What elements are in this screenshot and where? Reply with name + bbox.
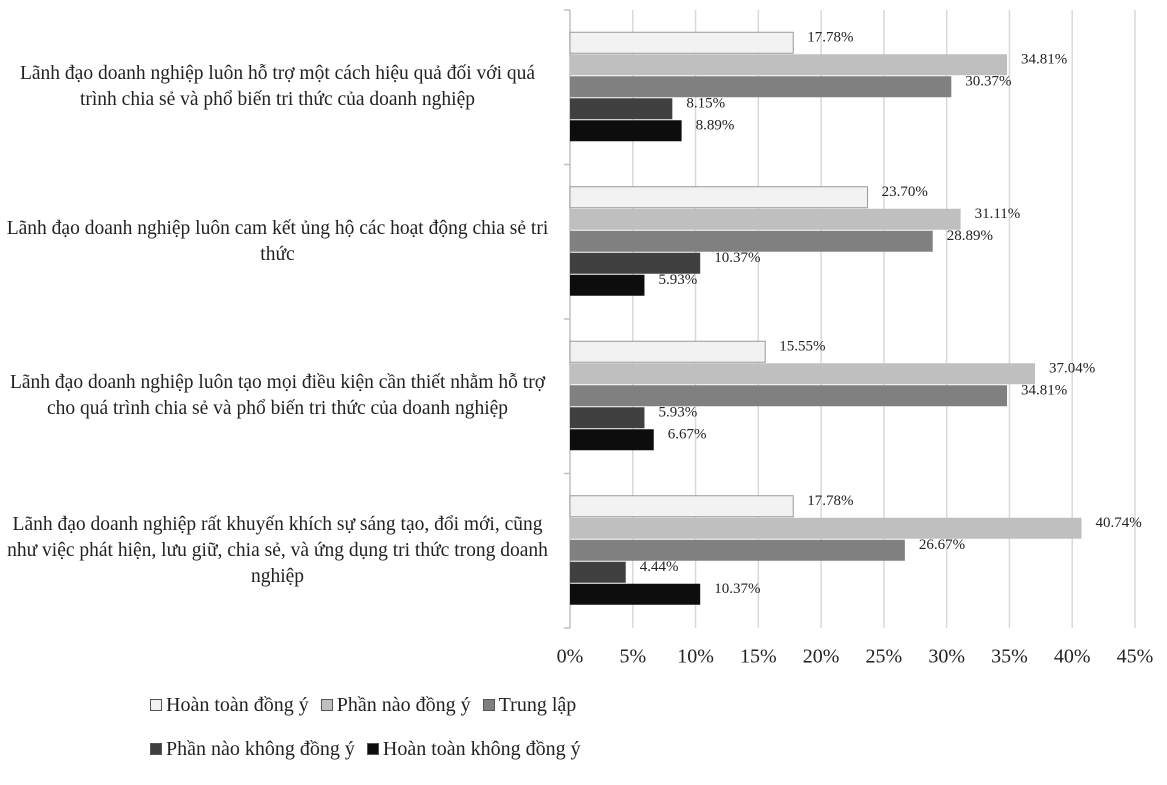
legend: Hoàn toàn đồng ý Phần nào đồng ý Trung lập… <box>150 683 1050 771</box>
legend-swatch <box>150 743 162 755</box>
legend-swatch <box>320 699 333 711</box>
legend-item: Phần nào không đồng ý <box>150 727 355 771</box>
legend-label: Trung lập <box>498 693 577 716</box>
bar <box>570 120 682 142</box>
data-label: 40.74% <box>1096 515 1142 531</box>
data-label: 37.04% <box>1049 361 1095 377</box>
x-tick-label: 5% <box>619 646 646 668</box>
legend-swatch <box>150 699 162 711</box>
x-tick-label: 0% <box>557 646 584 668</box>
category-label: Lãnh đạo doanh nghiệp luôn tạo mọi điều … <box>9 372 546 419</box>
legend-label: Hoàn toàn đồng ý <box>166 693 309 716</box>
bar <box>570 561 626 583</box>
bar <box>569 495 794 518</box>
data-label: 10.37% <box>714 250 760 266</box>
category-label: Lãnh đạo doanh nghiệp luôn hỗ trợ một cá… <box>19 63 536 110</box>
x-tick-label: 35% <box>991 646 1028 668</box>
x-tick-label: 20% <box>803 646 840 668</box>
bar <box>569 186 869 209</box>
data-label: 10.37% <box>714 581 760 597</box>
data-label: 34.81% <box>1021 383 1067 399</box>
data-label: 5.93% <box>658 272 697 288</box>
bar <box>570 274 645 296</box>
bar <box>570 385 1008 407</box>
bar <box>570 363 1036 385</box>
x-tick-label: 45% <box>1117 646 1154 668</box>
bar <box>570 429 654 451</box>
x-tick-label: 10% <box>677 646 714 668</box>
x-tick-label: 40% <box>1054 646 1091 668</box>
data-label: 31.11% <box>975 206 1021 222</box>
data-label: 15.55% <box>779 339 825 355</box>
data-label: 28.89% <box>947 228 993 244</box>
bar <box>569 31 794 54</box>
bar <box>570 54 1008 76</box>
data-label: 30.37% <box>965 74 1011 90</box>
data-label: 8.89% <box>696 118 735 134</box>
data-label: 6.67% <box>668 427 707 443</box>
legend-item: Hoàn toàn đồng ý <box>150 683 309 727</box>
bar <box>570 76 952 98</box>
data-label: 4.44% <box>640 559 679 575</box>
bar <box>570 208 961 230</box>
bar <box>569 340 766 363</box>
legend-label: Hoàn toàn không đồng ý <box>382 737 581 760</box>
bar <box>570 583 701 605</box>
data-label: 34.81% <box>1021 52 1067 68</box>
bar <box>570 407 645 429</box>
data-label: 8.15% <box>686 96 725 112</box>
data-label: 26.67% <box>919 537 965 553</box>
data-label: 17.78% <box>807 30 853 46</box>
bar <box>570 230 933 252</box>
x-tick-label: 30% <box>928 646 965 668</box>
bar <box>570 539 905 561</box>
x-tick-label: 15% <box>740 646 777 668</box>
category-label: Lãnh đạo doanh nghiệp rất khuyến khích s… <box>7 513 548 587</box>
legend-label: Phần nào đồng ý <box>336 693 471 716</box>
bar <box>570 98 673 120</box>
legend-swatch <box>366 743 379 755</box>
category-label: Lãnh đạo doanh nghiệp luôn cam kết ủng h… <box>6 217 549 265</box>
data-label: 23.70% <box>882 184 928 200</box>
legend-label: Phần nào không đồng ý <box>166 737 355 760</box>
data-label: 5.93% <box>658 405 697 421</box>
legend-item: Phần nào đồng ý <box>320 683 471 727</box>
data-label: 17.78% <box>807 493 853 509</box>
bar <box>570 517 1082 539</box>
legend-item: Trung lập <box>482 683 577 727</box>
legend-swatch <box>482 699 495 711</box>
bar <box>570 252 701 274</box>
x-tick-label: 25% <box>866 646 903 668</box>
legend-item: Hoàn toàn không đồng ý <box>366 727 581 771</box>
